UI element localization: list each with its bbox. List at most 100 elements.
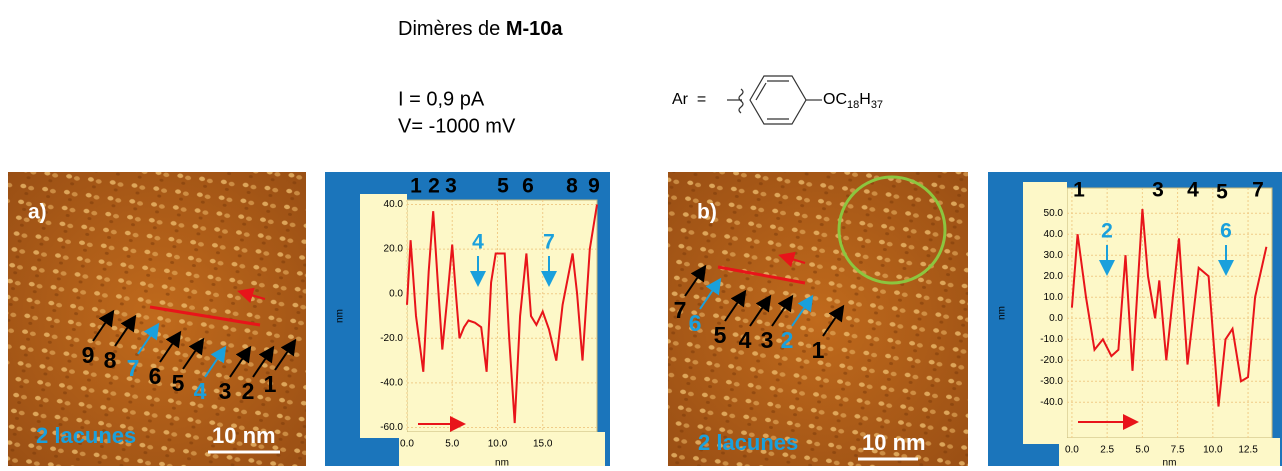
y-tick-label: -60.0 [380,422,403,433]
y-axis-label: nm [997,306,1008,320]
x-tick-label: 12.5 [1238,445,1258,456]
marker-arrow [114,314,137,347]
y-axis-label: nm [335,309,346,323]
marker-arrow [92,309,115,342]
molecule-marker: 6 [149,363,162,389]
peak-label: 3 [1152,179,1164,202]
molecule-marker: 2 [242,378,255,404]
scale-label: 10 nm [212,423,276,448]
molecule-marker: 9 [82,342,95,368]
molecule-marker: 3 [219,378,232,404]
substituent: OC18H37 [823,91,883,111]
plot-area [406,199,598,433]
stm-image-b [668,172,968,466]
marker-arrow [182,337,205,370]
y-tick-label: 20.0 [1044,271,1064,282]
defect-label: 2 lacunes [36,423,136,448]
title-text: Dimères de [398,18,506,40]
stm-image-a [8,172,306,466]
formula-part: H [859,91,871,108]
marker-arrow [724,289,747,322]
marker-arrow [229,345,252,378]
y-tick-label: -20.0 [380,333,403,344]
x-tick-label: 0.0 [400,439,414,450]
x-tick-label: 5.0 [1135,445,1149,456]
marker-arrow [822,304,845,337]
molecule-marker: 1 [812,337,825,363]
marker-arrow [274,338,297,371]
marker-arrow [252,345,275,378]
panel-label: a) [28,201,47,224]
page-title: Dimères de M-10a [398,18,563,40]
current: I = 0,9 pA [398,88,485,110]
y-tick-label: -20.0 [1040,355,1063,366]
molecule-marker: 6 [689,310,702,336]
molecule-marker: 2 [781,327,794,353]
y-tick-label: 0.0 [1049,313,1063,324]
y-tick-label: -40.0 [1040,397,1063,408]
molecule-marker: 8 [104,347,117,373]
y-tick-label: 30.0 [1044,250,1064,261]
marker-arrow [791,294,814,327]
marker-arrow [749,294,772,327]
panel-label: b) [697,201,717,224]
molecule-marker: 5 [172,370,185,396]
tick-band [1059,438,1280,466]
marker-arrow [699,277,722,310]
voltage: V= -1000 mV [398,115,516,137]
y-tick-label: 0.0 [389,288,403,299]
x-tick-label: 15.0 [533,439,553,450]
peak-label: 4 [1187,179,1199,202]
profile-line [1070,208,1268,407]
x-tick-label: 5.0 [445,439,459,450]
peak-label: 5 [1216,181,1228,204]
marker-arrow [684,264,707,297]
peak-label: 1 [1073,179,1085,202]
x-tick-label: 7.5 [1171,445,1185,456]
y-tick-label: 20.0 [384,244,404,255]
marker-arrow [204,345,227,378]
plot-area [1066,187,1273,439]
peak-label: 9 [588,175,600,198]
peak-label: 3 [445,175,457,198]
molecule-marker: 7 [127,355,140,381]
marker-arrow [137,322,160,355]
peak-label: 2 [428,175,440,198]
x-tick-label: 10.0 [1203,445,1223,456]
x-axis-label: nm [1163,458,1177,466]
molecule-marker: 4 [739,327,752,353]
ar-label: Ar = [672,91,706,108]
peak-label: 4 [472,231,484,254]
y-tick-label: -30.0 [1040,376,1063,387]
peak-label: 6 [522,175,534,198]
y-tick-label: 40.0 [1044,229,1064,240]
profile-line [406,204,598,424]
peak-label: 2 [1101,220,1113,243]
marker-arrow [159,330,182,363]
molecule-marker: 1 [264,371,277,397]
peak-label: 5 [497,175,509,198]
scale-label: 10 nm [862,430,926,455]
y-tick-label: 10.0 [1044,292,1064,303]
x-axis-label: nm [495,458,509,466]
y-tick-label: 40.0 [384,199,404,210]
x-tick-label: 0.0 [1065,445,1079,456]
formula-part: OC [823,91,847,108]
formula-sub: 18 [847,99,859,111]
peak-label: 6 [1220,220,1232,243]
y-tick-label: -10.0 [1040,334,1063,345]
tick-band [1023,182,1067,444]
peak-label: 7 [543,231,555,254]
y-tick-label: 50.0 [1044,208,1064,219]
molecule-marker: 7 [674,297,687,323]
ring-structure [727,75,822,125]
y-tick-label: -40.0 [380,378,403,389]
peak-label: 1 [410,175,422,198]
marker-arrow [771,294,794,327]
peak-label: 8 [566,175,578,198]
formula-sub: 37 [871,99,883,111]
tick-band [360,194,407,438]
peak-label: 7 [1252,179,1264,202]
molecule-marker: 5 [714,322,727,348]
